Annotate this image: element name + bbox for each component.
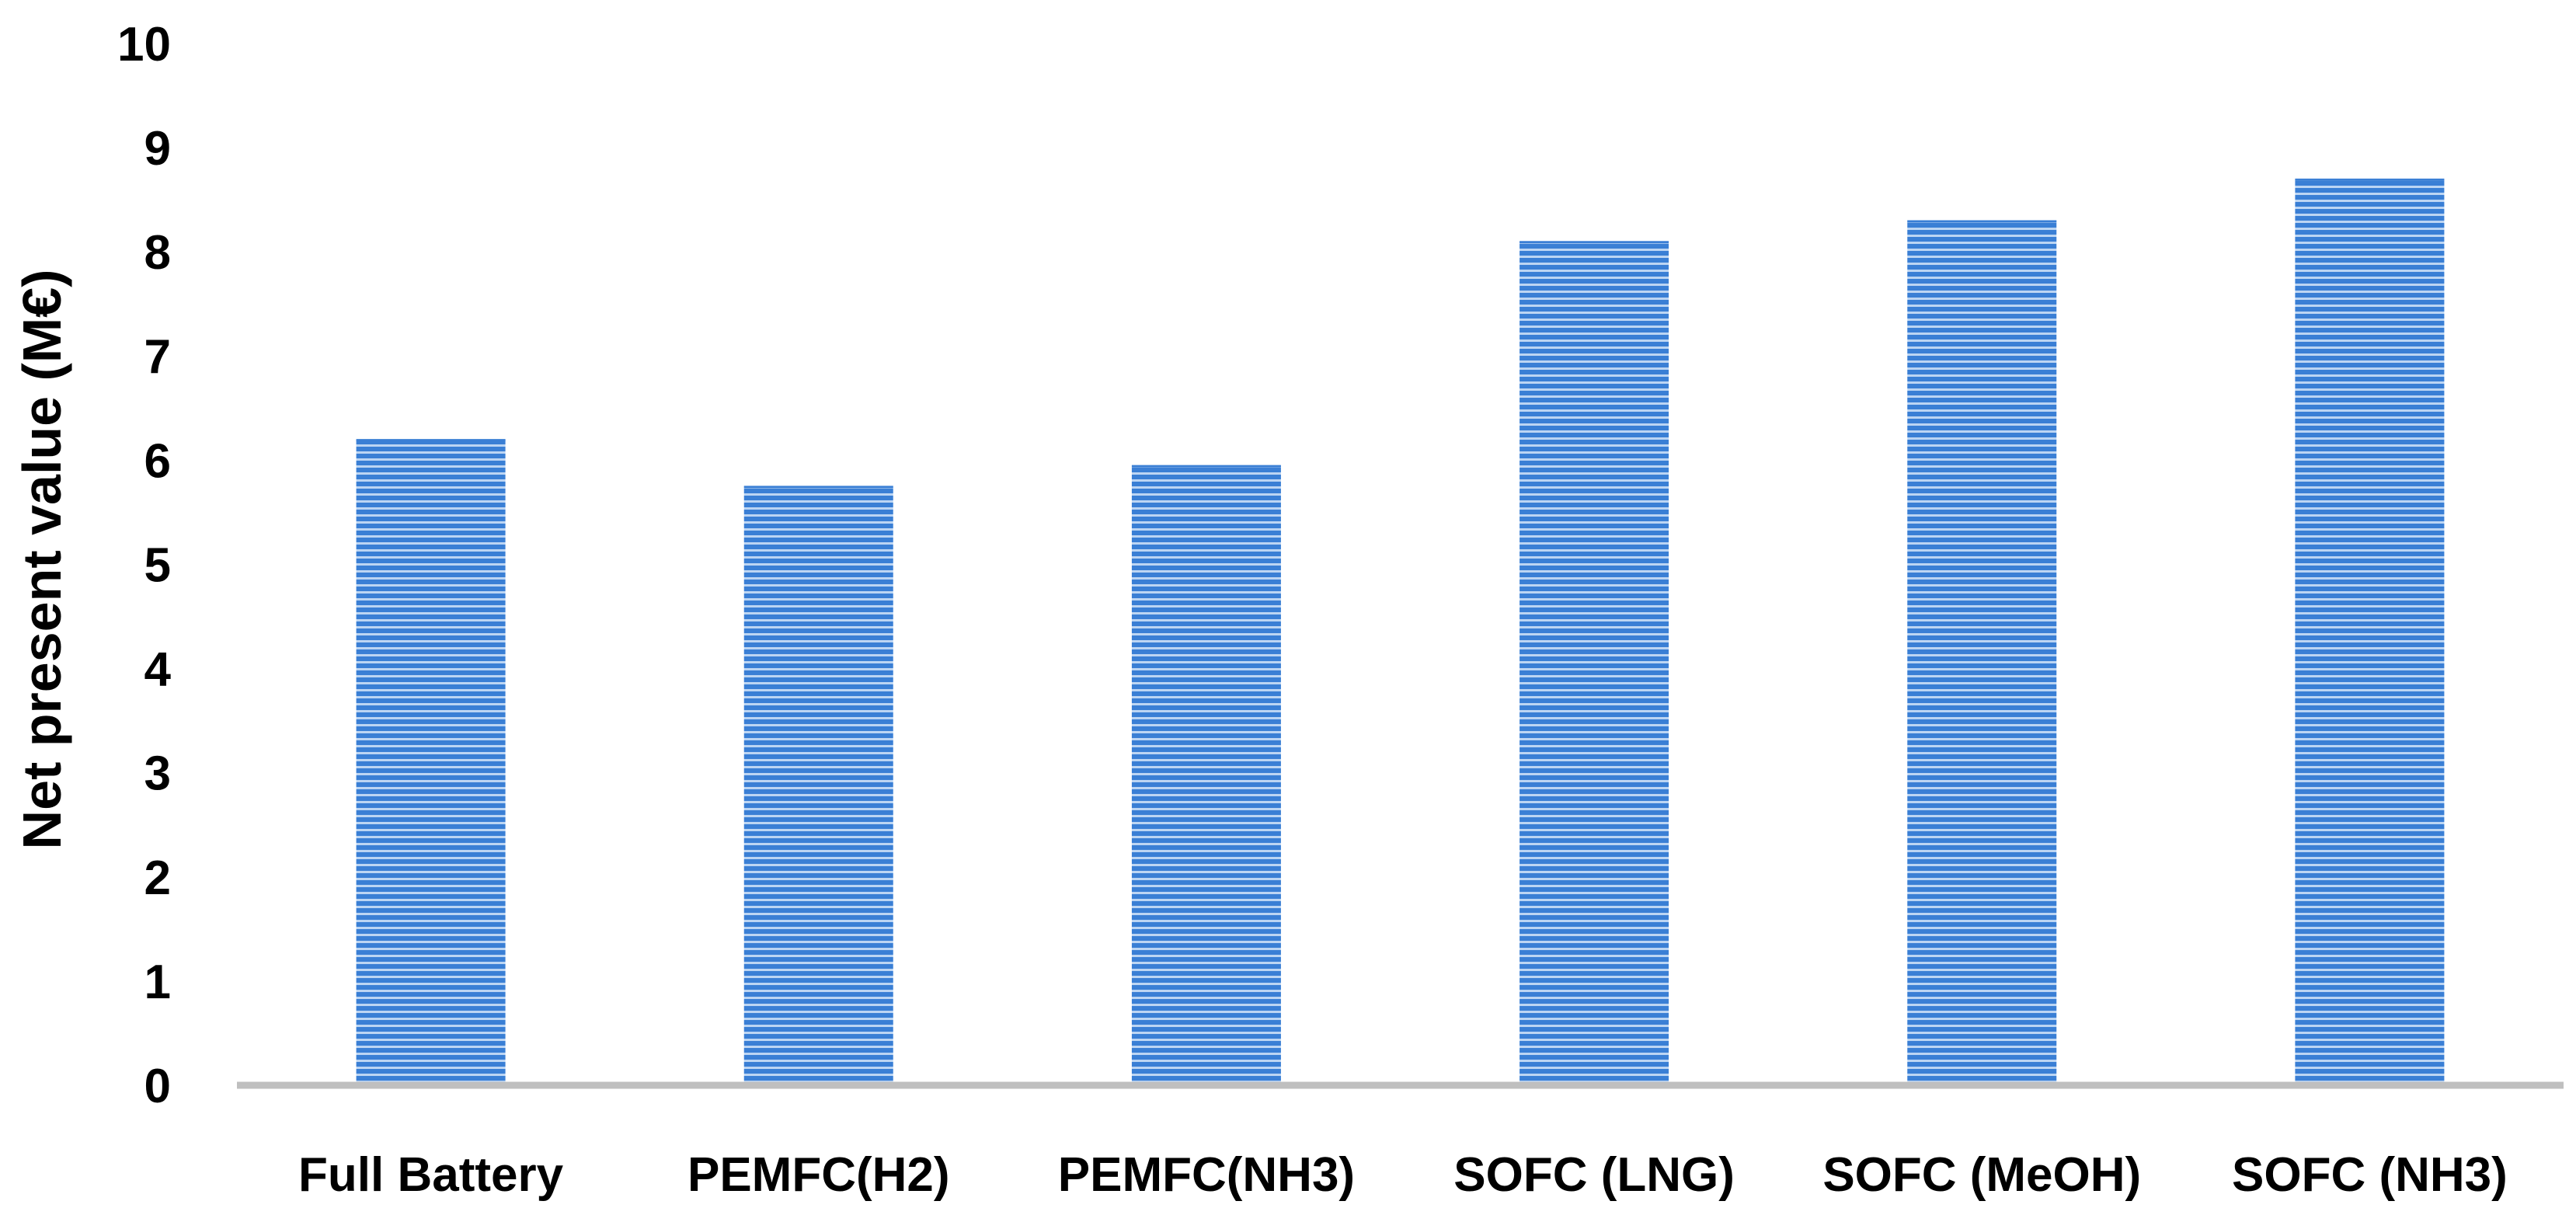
y-tick-label: 10 xyxy=(117,18,171,71)
y-tick-label: 7 xyxy=(144,330,171,384)
bar xyxy=(1907,220,2057,1086)
y-axis-ticks: 0 1 2 3 4 5 6 7 8 9 10 xyxy=(117,18,171,1113)
y-tick-label: 0 xyxy=(144,1060,171,1113)
bars xyxy=(356,178,2445,1086)
y-tick-label: 4 xyxy=(144,643,172,697)
x-category-label: SOFC (LNG) xyxy=(1453,1148,1735,1202)
y-tick-label: 5 xyxy=(144,539,171,593)
bar xyxy=(2295,179,2445,1086)
x-category-label: Full Battery xyxy=(298,1148,564,1202)
bar xyxy=(1131,465,1281,1085)
y-tick-label: 2 xyxy=(144,851,171,905)
y-tick-label: 9 xyxy=(144,122,171,176)
x-category-label: PEMFC(NH3) xyxy=(1058,1148,1355,1202)
bar xyxy=(743,486,893,1085)
x-category-label: SOFC (NH3) xyxy=(2232,1148,2508,1202)
x-category-label: PEMFC(H2) xyxy=(688,1148,950,1202)
y-axis-title: Net present value (M€) xyxy=(12,270,72,850)
bar xyxy=(1519,241,1669,1085)
x-axis-labels: Full Battery PEMFC(H2) PEMFC(NH3) SOFC (LNG… xyxy=(298,1148,2508,1202)
y-tick-label: 8 xyxy=(144,226,171,280)
bar xyxy=(356,439,506,1085)
x-category-label: SOFC (MeOH) xyxy=(1822,1148,2141,1202)
y-tick-label: 1 xyxy=(144,956,171,1009)
y-tick-label: 3 xyxy=(144,747,171,801)
y-tick-label: 6 xyxy=(144,434,171,488)
